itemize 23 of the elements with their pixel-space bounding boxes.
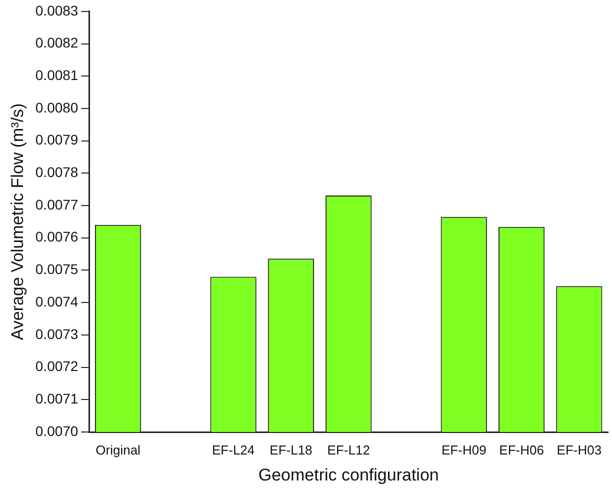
y-tick-label: 0.0076 [35, 228, 78, 245]
y-axis-title: Average Volumetric Flow (m³/s) [8, 103, 27, 340]
y-tick-label: 0.0082 [35, 34, 78, 51]
y-tick-label: 0.0075 [35, 261, 78, 278]
y-tick-label: 0.0080 [35, 99, 78, 116]
y-tick-label: 0.0083 [35, 2, 78, 18]
y-tick-label: 0.0081 [35, 66, 78, 83]
x-tick-label: Original [96, 442, 141, 458]
x-axis-title: Geometric configuration [258, 465, 439, 484]
x-tick-label: EF-H03 [556, 442, 602, 458]
x-tick-label: EF-H09 [441, 442, 486, 458]
y-tick-label: 0.0073 [35, 326, 78, 342]
y-tick-label: 0.0074 [35, 293, 78, 310]
y-tick-label: 0.0079 [35, 132, 78, 148]
y-tick-label: 0.0070 [35, 422, 78, 439]
x-tick-label: EF-L24 [212, 442, 255, 458]
y-tick-label: 0.0071 [35, 390, 78, 407]
y-tick-label: 0.0077 [35, 196, 78, 212]
x-tick-label: EF-L18 [270, 442, 312, 458]
x-tick-label: EF-L12 [327, 442, 370, 458]
y-tick-label: 0.0078 [35, 164, 78, 180]
y-tick-label: 0.0072 [35, 358, 78, 374]
x-tick-label: EF-H06 [499, 442, 544, 458]
